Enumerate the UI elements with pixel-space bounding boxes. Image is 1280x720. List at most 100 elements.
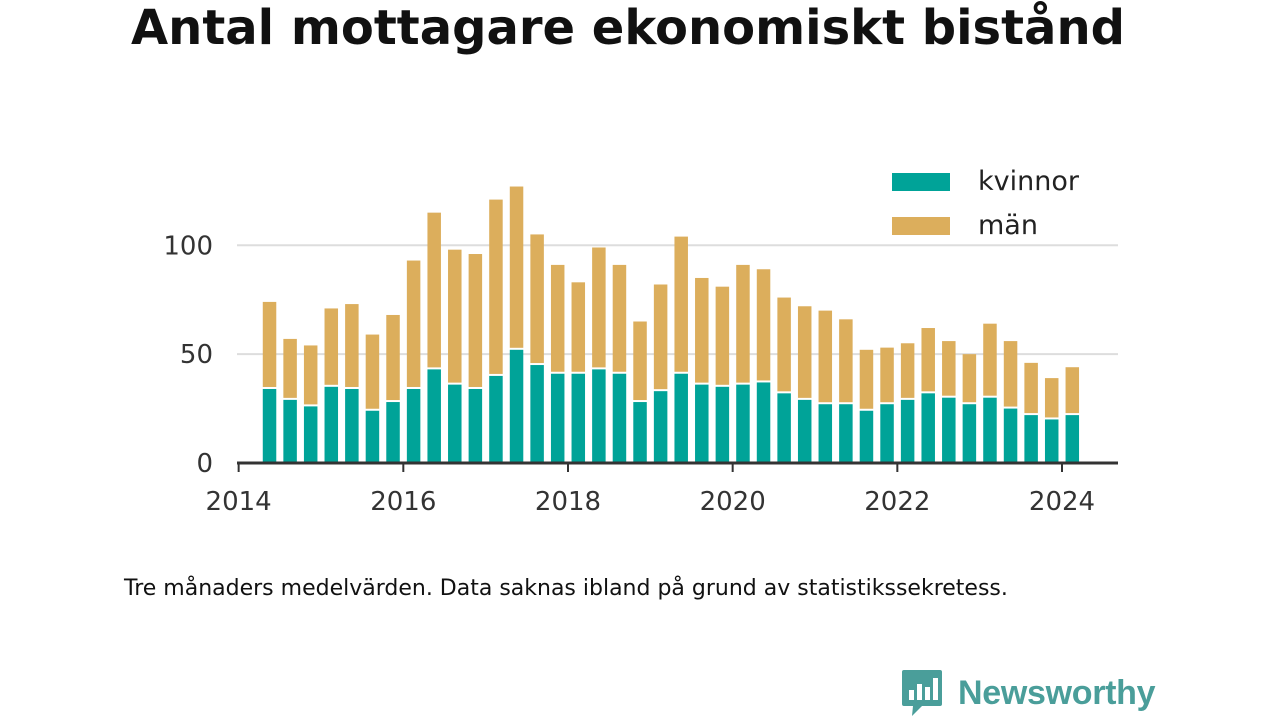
bar-kvinnor <box>592 369 606 463</box>
bar-man <box>345 304 359 387</box>
bar-kvinnor <box>1065 415 1080 463</box>
bar-kvinnor <box>921 393 935 463</box>
brand-name: Newsworthy <box>958 673 1156 712</box>
legend-swatch <box>892 173 950 191</box>
bar-kvinnor <box>736 384 750 463</box>
bar-man <box>427 212 441 368</box>
x-tick-label: 2020 <box>700 487 766 517</box>
bar-kvinnor <box>1003 408 1018 463</box>
bar-man <box>509 186 524 348</box>
bar-man <box>1044 378 1059 418</box>
bar-man <box>942 341 956 396</box>
legend-label: kvinnor <box>978 166 1080 197</box>
brand-logo: Newsworthy <box>900 668 1156 718</box>
bar-kvinnor <box>283 399 297 463</box>
page-title: Antal mottagare ekonomiskt bistånd <box>131 0 1125 56</box>
bar-man <box>674 236 688 372</box>
bar-kvinnor <box>365 410 380 463</box>
bar-man <box>365 334 380 409</box>
bar-kvinnor <box>674 373 688 463</box>
bar-man <box>695 277 709 383</box>
bar-man <box>880 347 894 403</box>
x-tick-label: 2022 <box>864 487 930 517</box>
bar-kvinnor <box>777 393 791 463</box>
bar-kvinnor <box>942 397 956 463</box>
legend-swatch <box>892 217 950 235</box>
chart-footnote: Tre månaders medelvärden. Data saknas ib… <box>124 576 1008 601</box>
bar-man <box>489 199 503 374</box>
bar-kvinnor <box>962 404 977 463</box>
bar-kvinnor <box>468 388 483 463</box>
bars <box>262 186 1080 463</box>
x-tick-label: 2014 <box>206 487 272 517</box>
bar-kvinnor <box>880 404 894 463</box>
bar-kvinnor <box>448 384 462 463</box>
bar-man <box>303 345 318 405</box>
bar-man <box>839 319 853 403</box>
bar-man <box>797 306 812 398</box>
x-tick-label: 2024 <box>1029 487 1095 517</box>
legend: kvinnor män <box>878 158 1100 241</box>
bar-man <box>921 328 935 392</box>
bar-kvinnor <box>612 373 627 463</box>
bar-man <box>756 269 771 381</box>
bar-man <box>962 354 977 403</box>
x-tick-label: 2018 <box>535 487 601 517</box>
x-tick-label: 2016 <box>370 487 436 517</box>
bar-kvinnor <box>406 388 421 463</box>
bar-man <box>571 282 586 372</box>
bar-kvinnor <box>839 404 853 463</box>
bar-kvinnor <box>1024 415 1038 463</box>
bar-man <box>612 264 627 372</box>
bar-man <box>592 247 606 368</box>
bar-man <box>736 264 750 383</box>
bar-man <box>406 260 421 387</box>
bar-kvinnor <box>1044 419 1059 463</box>
bar-kvinnor <box>859 410 874 463</box>
bar-man <box>1003 341 1018 407</box>
y-tick-label: 50 <box>180 340 213 370</box>
bar-man <box>324 308 339 385</box>
y-tick-label: 0 <box>196 449 213 479</box>
x-axis: 2014 2016 2018 2020 2022 2024 <box>206 461 1118 517</box>
bar-man <box>1065 367 1080 414</box>
bar-kvinnor <box>983 397 997 463</box>
bar-kvinnor <box>550 373 565 463</box>
bar-man <box>550 264 565 372</box>
bar-kvinnor <box>303 406 318 463</box>
bar-man <box>262 301 277 387</box>
bar-man <box>900 343 915 398</box>
bar-man <box>386 314 400 401</box>
bar-kvinnor <box>427 369 441 463</box>
bar-man <box>283 338 297 398</box>
bar-man <box>983 323 997 396</box>
bar-kvinnor <box>756 382 771 463</box>
bar-kvinnor <box>489 375 503 463</box>
bar-man <box>468 254 483 387</box>
bar-man <box>448 249 462 383</box>
bar-kvinnor <box>509 349 524 463</box>
bar-kvinnor <box>571 373 586 463</box>
bar-kvinnor <box>900 399 915 463</box>
bar-man <box>653 284 668 390</box>
bar-kvinnor <box>695 384 709 463</box>
bar-man <box>1024 362 1038 414</box>
bar-kvinnor <box>386 402 400 463</box>
bar-man <box>715 286 730 385</box>
bar-kvinnor <box>653 391 668 463</box>
bar-kvinnor <box>262 388 277 463</box>
bar-kvinnor <box>530 365 544 463</box>
bar-kvinnor <box>818 404 833 463</box>
bar-kvinnor <box>715 386 730 463</box>
y-tick-label: 100 <box>163 231 213 261</box>
bar-chart-speech-bubble-icon <box>902 670 942 716</box>
y-axis-ticks: 0 50 100 <box>163 231 213 479</box>
bar-man <box>777 297 791 392</box>
bar-man <box>530 234 544 364</box>
bar-kvinnor <box>345 388 359 463</box>
bar-kvinnor <box>324 386 339 463</box>
legend-label: män <box>978 210 1038 241</box>
bar-man <box>859 349 874 409</box>
bar-man <box>818 310 833 403</box>
